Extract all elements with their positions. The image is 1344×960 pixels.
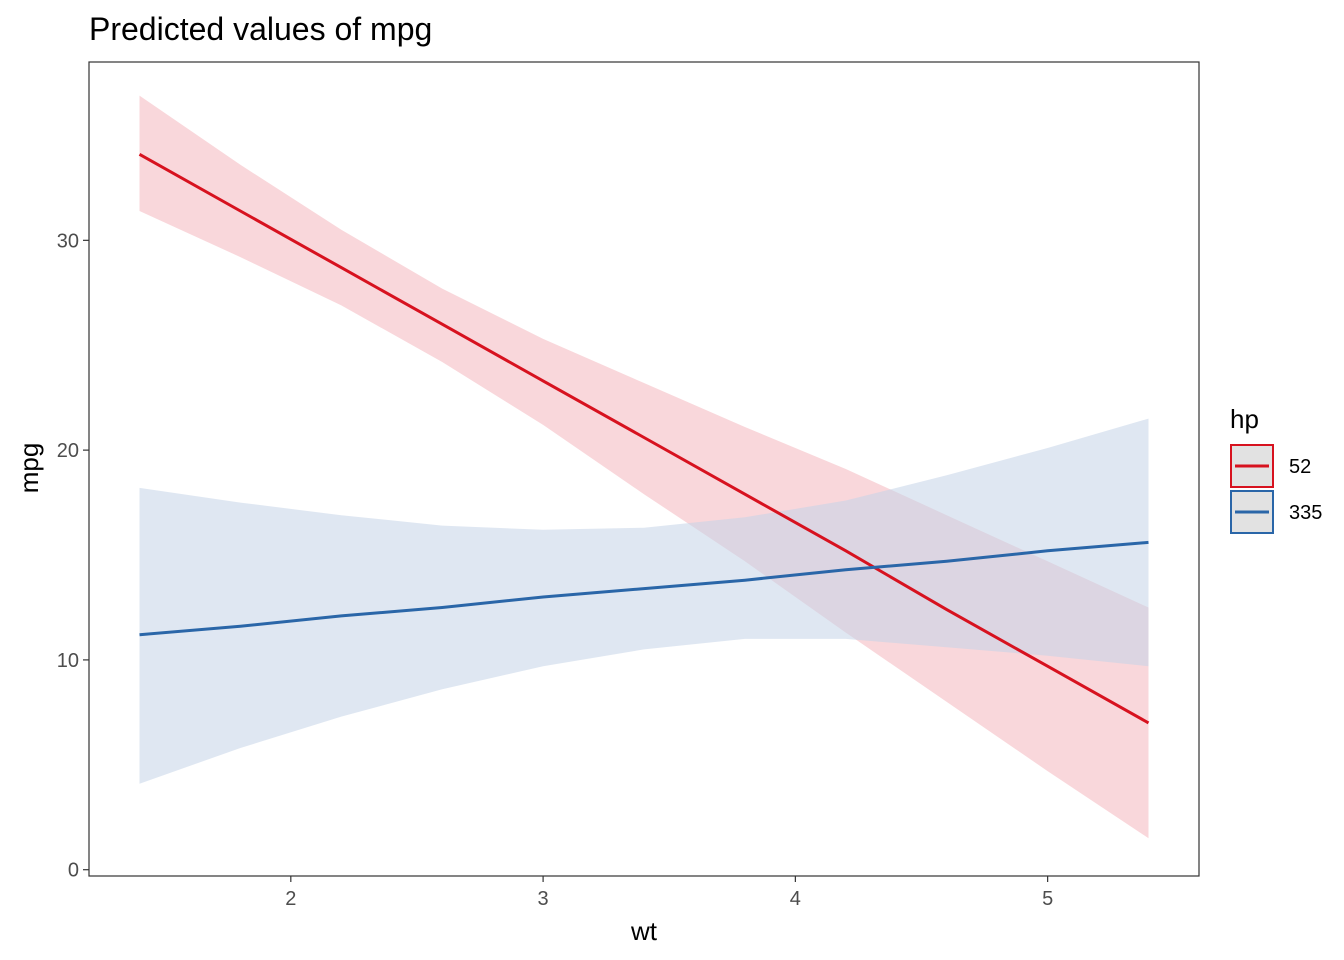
y-axis-title: mpg <box>14 443 44 494</box>
x-axis: 2 3 4 5 <box>285 876 1053 910</box>
y-tick-label: 30 <box>57 230 79 252</box>
legend-title: hp <box>1230 404 1259 434</box>
plot-panel-border <box>88 61 1200 877</box>
confidence-ribbon-hp-52 <box>139 95 1149 839</box>
x-axis-title: wt <box>630 916 658 946</box>
x-tick-label: 3 <box>538 888 549 910</box>
confidence-ribbons <box>139 95 1149 839</box>
legend: hp 52 335 <box>1230 404 1322 534</box>
x-tick-label: 5 <box>1042 888 1053 910</box>
y-tick-label: 0 <box>68 860 79 882</box>
x-tick-label: 4 <box>790 888 801 910</box>
y-tick-label: 20 <box>57 440 79 462</box>
legend-label-hp-335: 335 <box>1289 502 1322 524</box>
prediction-line-hp-335 <box>139 540 1149 637</box>
legend-label-hp-52: 52 <box>1289 456 1311 478</box>
prediction-line-hp-52 <box>138 152 1150 725</box>
y-tick-label: 10 <box>57 650 79 672</box>
chart-title: Predicted values of mpg <box>89 11 432 47</box>
prediction-lines <box>138 152 1150 725</box>
x-tick-label: 2 <box>285 888 296 910</box>
confidence-ribbon-hp-335 <box>139 418 1149 784</box>
y-axis: 0 10 20 30 <box>57 230 89 882</box>
